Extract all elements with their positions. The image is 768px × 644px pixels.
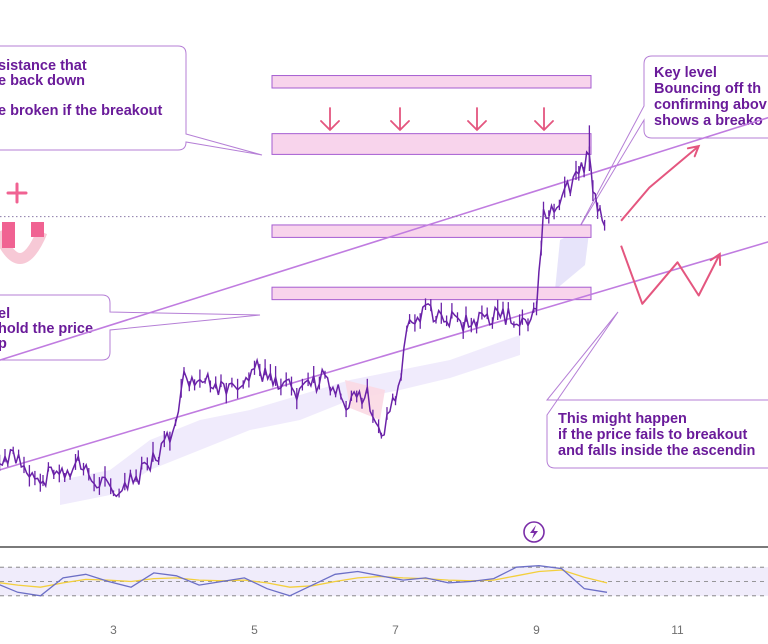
note-mid-left-line-1: el [0, 306, 10, 322]
x-axis: 35791113 [110, 623, 684, 637]
x-tick-label: 9 [533, 623, 540, 637]
rsi-pane[interactable] [0, 565, 768, 597]
level-top-resistance[interactable] [271, 75, 592, 89]
note-top-left-line-1: sistance that [0, 58, 87, 74]
note-mid-left-line-2: hold the price [0, 321, 93, 337]
down-arrow-2 [390, 107, 410, 132]
note-mid-left-line-3: p [0, 336, 7, 352]
rsi-line [0, 565, 608, 597]
level-key-level[interactable] [271, 224, 592, 238]
note-top-right-line-4: shows a breako [654, 113, 763, 129]
x-tick-label: 11 [671, 623, 684, 637]
horizontal-levels[interactable] [271, 75, 592, 301]
level-support[interactable] [271, 286, 592, 301]
scenario-bullish-breakout-path [620, 145, 700, 222]
cloud-shading [60, 225, 590, 505]
price-line [0, 150, 606, 498]
note-bottom-right-line-1: This might happen [558, 411, 687, 427]
note-bottom-right-line-3: and falls inside the ascendin [558, 443, 755, 459]
note-top-left-line-2: e back down [0, 73, 85, 89]
down-arrow-4 [534, 107, 554, 132]
annotation-top-left: sistance that e back down e broken if th… [0, 45, 263, 156]
ascending-channel[interactable] [0, 113, 768, 499]
scenario-breakdown-inside-channel-arrowhead [709, 252, 722, 266]
x-tick-label: 7 [392, 623, 399, 637]
x-tick-label: 5 [251, 623, 258, 637]
scenario-bullish-breakout-arrowhead [686, 144, 701, 158]
lightning-icon[interactable] [523, 521, 545, 543]
annotation-mid-left: el hold the price p [0, 294, 261, 361]
price-series [0, 125, 606, 498]
rsi-signal-line [0, 569, 608, 588]
x-tick-label: 3 [110, 623, 117, 637]
note-top-right-line-1: Key level [654, 65, 717, 81]
note-top-right-line-3: confirming abov [654, 97, 767, 113]
note-bottom-right-line-2: if the price fails to breakout [558, 427, 748, 443]
scenario-breakdown-inside-channel-path [620, 245, 721, 305]
annotation-top-right: Key level Bouncing off th confirming abo… [577, 55, 768, 231]
note-top-left-line-3: e broken if the breakout [0, 103, 163, 119]
channel-lower-line[interactable] [0, 237, 768, 498]
magnet-icon[interactable] [0, 182, 48, 264]
down-arrow-3 [467, 107, 487, 132]
annotation-bottom-right: This might happen if the price fails to … [545, 311, 768, 469]
level-resistance[interactable] [271, 133, 592, 155]
down-arrow-1 [320, 107, 340, 132]
note-top-right-line-2: Bouncing off th [654, 81, 761, 97]
channel-upper-line[interactable] [0, 113, 768, 391]
scenario-paths [620, 144, 722, 305]
down-arrows [320, 107, 554, 132]
